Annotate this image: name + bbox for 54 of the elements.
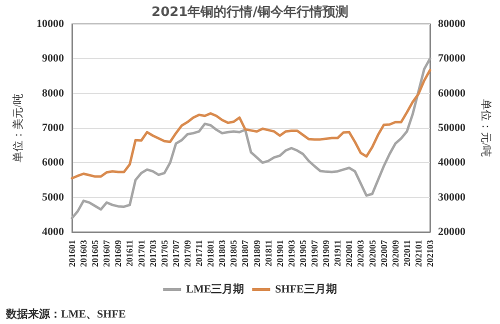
x-tick-label: 202001 bbox=[344, 240, 354, 267]
x-tick-label: 202009 bbox=[390, 240, 400, 267]
x-tick-label: 201607 bbox=[102, 240, 112, 267]
x-tick-label: 201609 bbox=[113, 240, 124, 267]
x-tick-label: 201903 bbox=[286, 240, 296, 267]
y2-tick-label: 70000 bbox=[438, 52, 466, 65]
source-note: 数据来源：LME、SHFE bbox=[5, 308, 126, 320]
line-series bbox=[70, 57, 432, 220]
y-axis-title: 单位：美元/吨 bbox=[12, 93, 24, 163]
line-series bbox=[70, 68, 432, 180]
x-tick-label: 201611 bbox=[124, 240, 135, 267]
y2-tick-label: 60000 bbox=[438, 87, 466, 100]
x-tick-label: 201703 bbox=[148, 240, 158, 267]
x-tick-label: 201809 bbox=[252, 240, 262, 267]
y-tick-label: 6000 bbox=[42, 156, 64, 169]
y-tick-label: 7000 bbox=[42, 122, 64, 134]
x-tick-label: 201701 bbox=[136, 240, 146, 267]
legend-label: LME三月期 bbox=[186, 282, 244, 296]
x-tick-label: 202005 bbox=[367, 240, 378, 267]
y2-tick-label: 30000 bbox=[438, 191, 466, 204]
y-tick-label: 8000 bbox=[42, 87, 64, 100]
x-tick-label: 201605 bbox=[90, 240, 100, 267]
y2-tick-label: 40000 bbox=[438, 156, 466, 169]
x-tick-label: 201603 bbox=[78, 240, 89, 267]
y-tick-label: 5000 bbox=[42, 191, 64, 204]
x-tick-label: 201907 bbox=[310, 240, 320, 267]
x-tick-label: 201911 bbox=[332, 240, 343, 267]
x-tick-label: 202007 bbox=[378, 240, 389, 267]
x-tick-label: 201905 bbox=[298, 240, 308, 267]
x-tick-label: 202011 bbox=[402, 240, 412, 267]
x-tick-label: 201901 bbox=[274, 240, 285, 267]
x-tick-label: 201709 bbox=[182, 240, 192, 267]
y2-axis-title: 单位：元/吨 bbox=[480, 98, 492, 158]
x-tick-label: 201805 bbox=[228, 240, 239, 267]
y-tick-label: 10000 bbox=[36, 18, 64, 30]
x-tick-label: 201801 bbox=[206, 240, 216, 267]
x-tick-label: 201803 bbox=[217, 240, 228, 267]
y2-tick-label: 80000 bbox=[438, 18, 466, 30]
x-tick-label: 201909 bbox=[321, 240, 332, 267]
x-tick-label: 202103 bbox=[425, 240, 435, 267]
chart-title: 2021年铜的行情/铜今年行情预测 bbox=[152, 5, 348, 20]
x-tick-label: 202003 bbox=[356, 240, 366, 267]
x-tick-label: 201811 bbox=[263, 240, 274, 267]
y-tick-label: 9000 bbox=[42, 52, 64, 65]
x-tick-label: 202101 bbox=[413, 240, 424, 267]
x-tick-label: 201705 bbox=[159, 240, 170, 267]
y2-tick-label: 50000 bbox=[438, 122, 466, 134]
x-tick-label: 201807 bbox=[240, 240, 250, 267]
y-tick-label: 4000 bbox=[42, 226, 64, 238]
y2-tick-label: 20000 bbox=[438, 226, 466, 238]
x-tick-label: 201711 bbox=[194, 240, 204, 267]
x-tick-label: 201601 bbox=[67, 240, 77, 267]
legend-label: SHFE三月期 bbox=[275, 282, 337, 296]
x-tick-label: 201707 bbox=[170, 240, 181, 267]
